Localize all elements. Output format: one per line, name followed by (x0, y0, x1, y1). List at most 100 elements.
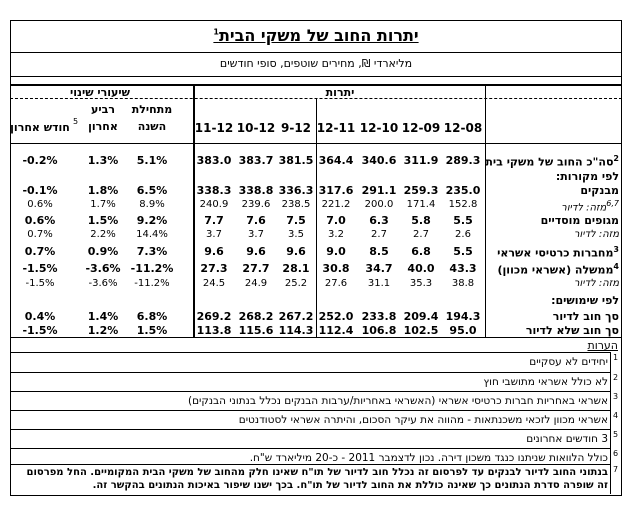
table-cell: 114.3 (278, 324, 314, 337)
table-cell: 383.7 (238, 154, 274, 167)
table-cell: 267.2 (278, 310, 314, 323)
table-cell: 336.3 (278, 184, 314, 197)
rate-cell: 14.4% (136, 229, 168, 240)
rate-cell: -1.5% (22, 262, 58, 275)
rate-cell: 0.6% (27, 199, 53, 210)
note-number-1: 1 (613, 353, 619, 362)
table-cell: 2.7 (413, 229, 429, 240)
table-cell: 43.3 (449, 262, 477, 275)
row-label-0: 2סה"כ החוב של משקי בית (485, 154, 619, 169)
rate-cell: 1.5% (87, 214, 119, 227)
table-cell: 152.8 (448, 199, 478, 210)
note-text-1: יחידים לא עסקיים (529, 356, 608, 368)
rates-column-divider-2 (194, 85, 195, 337)
table-cell: 6.3 (369, 214, 389, 227)
rate-cell: -3.6% (85, 262, 121, 275)
table-cell: 235.0 (445, 184, 481, 197)
row-label-3: 6,7מזה: לדיור (561, 199, 619, 213)
rate-cell: 0.9% (87, 245, 119, 258)
row-label-text: לפי מקורות: (555, 170, 619, 183)
table-cell: 2.7 (371, 229, 387, 240)
note-divider-4 (10, 410, 610, 411)
rate-cell: -11.2% (134, 278, 170, 289)
table-cell: 364.4 (318, 154, 354, 167)
note-divider-3 (10, 391, 610, 392)
title-divider (10, 52, 622, 53)
table-cell: 112.4 (318, 324, 354, 337)
column-header-12-10: 12-10 (359, 121, 399, 135)
row-label-text: סה"כ החוב של משקי בית (485, 155, 614, 169)
page-subtitle: מליארדי ₪, מחירים שוטפים, סופי חודשים (219, 57, 413, 70)
table-cell: 5.5 (453, 245, 473, 258)
column-header-9-12: 9-12 (280, 121, 312, 135)
rate-cell: 1.5% (136, 324, 168, 337)
table-cell: 38.8 (451, 278, 475, 289)
rate-cell: -0.2% (22, 154, 58, 167)
table-cell: 3.5 (288, 229, 304, 240)
row-label-9: לפי שימושים: (551, 294, 619, 307)
table-cell: 113.8 (196, 324, 232, 337)
column-header-12-08: 12-08 (443, 121, 483, 135)
table-frame (10, 20, 622, 496)
note-number-4: 4 (613, 411, 619, 420)
rate-cell: 0.4% (24, 310, 56, 323)
row-label-text: מחברות כרטיסי אשראי (497, 246, 614, 260)
table-cell: 115.6 (238, 324, 274, 337)
table-cell: 311.9 (403, 154, 439, 167)
table-cell: 106.8 (361, 324, 397, 337)
row-label-11: סך חוב שלא לדיור (526, 324, 619, 337)
group-header-rates: שיעורי שינוי (70, 86, 130, 99)
table-cell: 291.1 (361, 184, 397, 197)
note-text-4: אשראי מכוון לזכאי משכנתאות - מהווה את עי… (238, 414, 608, 426)
rate-cell: 8.9% (139, 199, 165, 210)
table-cell: 269.2 (196, 310, 232, 323)
table-cell: 9.6 (246, 245, 266, 258)
row-label-2: מבנקים (580, 184, 619, 197)
table-cell: 268.2 (238, 310, 274, 323)
note-text-7-line2: זה שופרה סדרת הנתונים כך שאינה כוללת את … (92, 480, 608, 491)
table-cell: 381.5 (278, 154, 314, 167)
table-cell: 8.5 (369, 245, 389, 258)
rate-cell: 6.5% (136, 184, 168, 197)
row-label-text: מבנקים (580, 184, 619, 197)
rate-cell: 1.8% (87, 184, 119, 197)
table-cell: 240.9 (199, 199, 229, 210)
column-header-12-11: 12-11 (316, 121, 356, 135)
table-cell: 95.0 (449, 324, 477, 337)
table-cell: 7.6 (246, 214, 266, 227)
note-divider-2 (10, 372, 610, 373)
table-cell: 252.0 (318, 310, 354, 323)
row-label-1: לפי מקורות: (556, 170, 619, 183)
row-footnote: 2 (613, 154, 619, 163)
note-text-2: לא כולל אשראי מתושבי חוץ (483, 376, 608, 388)
table-cell: 209.4 (403, 310, 439, 323)
rate-cell: -1.5% (25, 278, 55, 289)
row-label-text: מגופים מוסדיים (540, 214, 619, 227)
note-number-6: 6 (613, 449, 619, 458)
table-cell: 5.8 (411, 214, 431, 227)
note-text-7-line1: בנתוני החוב לדיור לבנקים עד לפרסום זה נכ… (26, 467, 608, 478)
row-label-8: מזה: לדיור (574, 278, 619, 289)
table-cell: 35.3 (409, 278, 433, 289)
table-cell: 383.0 (196, 154, 232, 167)
rate-cell: 1.2% (87, 324, 119, 337)
rate-cell: 1.3% (87, 154, 119, 167)
row-footnote: 6,7 (606, 199, 619, 208)
rate-header-line2-0: השנה (137, 120, 167, 133)
table-cell: 28.1 (282, 262, 310, 275)
rate-cell: 6.8% (136, 310, 168, 323)
row-label-6: 3מחברות כרטיסי אשראי (497, 245, 619, 260)
row-label-7: 4ממשלה (אשראי מכוון) (497, 262, 619, 277)
table-cell: 30.8 (322, 262, 350, 275)
row-label-text: מזה: לדיור (561, 202, 607, 214)
table-cell: 7.5 (286, 214, 306, 227)
note-number-2: 2 (613, 373, 619, 382)
table-cell: 289.3 (445, 154, 481, 167)
page-title: יתרות החוב של משקי הבית1 (10, 26, 622, 45)
note-divider-1 (10, 352, 610, 353)
row-footnote: 3 (613, 245, 619, 254)
rate-cell: -3.6% (88, 278, 118, 289)
notes-number-divider (610, 352, 611, 494)
rate-header-line1-1: רביע (91, 103, 115, 116)
header-top-line-2 (10, 85, 622, 86)
